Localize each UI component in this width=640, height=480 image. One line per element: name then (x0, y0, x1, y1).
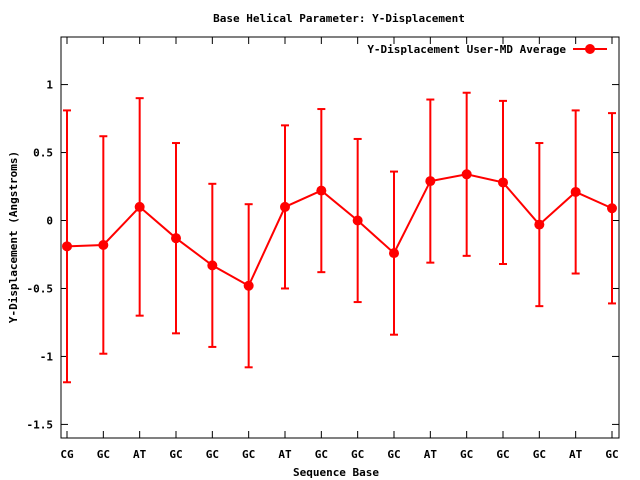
data-point (98, 239, 109, 250)
x-tick-label: CG (60, 448, 74, 461)
x-tick-label: GC (533, 448, 546, 461)
chart-title: Base Helical Parameter: Y-Displacement (213, 12, 465, 25)
y-tick-label: 0.5 (33, 147, 53, 160)
x-tick-label: AT (569, 448, 583, 461)
x-tick-label: AT (424, 448, 438, 461)
data-point (461, 169, 472, 180)
x-tick-label: GC (97, 448, 110, 461)
data-point (570, 186, 581, 197)
x-tick-label: GC (387, 448, 400, 461)
x-tick-label: GC (242, 448, 255, 461)
y-axis-label: Y-Displacement (Angstroms) (7, 151, 20, 323)
x-tick-label: GC (206, 448, 219, 461)
x-axis: CG GC AT GC GC GC AT GC GC GC AT GC GC GC AT GC (60, 37, 619, 461)
data-point (389, 248, 399, 259)
x-tick-label: GC (460, 448, 473, 461)
y-tick-label: 1 (46, 79, 53, 92)
plot-frame (60, 36, 620, 439)
x-tick-label: AT (278, 448, 292, 461)
data-points (62, 169, 617, 291)
data-point (171, 233, 181, 244)
legend-marker (585, 44, 595, 54)
data-point (352, 215, 363, 226)
data-point (316, 185, 327, 196)
data-point (280, 201, 290, 212)
x-tick-label: GC (169, 448, 182, 461)
x-axis-label: Sequence Base (293, 466, 379, 479)
y-tick-label: 0 (46, 215, 53, 228)
data-point (425, 176, 436, 187)
x-tick-label: GC (351, 448, 364, 461)
data-point (62, 241, 72, 252)
x-tick-label: GC (496, 448, 509, 461)
y-tick-label: -1.5 (27, 418, 54, 431)
data-point (134, 201, 145, 212)
legend-label: Y-Displacement User-MD Average (367, 43, 566, 56)
data-point (243, 280, 254, 291)
y-axis: -1.5 -1 -0.5 0 0.5 1 (27, 79, 619, 431)
data-point (607, 203, 617, 214)
y-tick-label: -0.5 (27, 282, 54, 295)
x-tick-label: GC (605, 448, 618, 461)
series-line (66, 173, 613, 288)
data-point (534, 219, 545, 230)
data-point (498, 177, 508, 188)
x-tick-label: AT (133, 448, 147, 461)
data-point (207, 260, 218, 271)
x-tick-label: GC (315, 448, 328, 461)
y-tick-label: -1 (40, 350, 54, 363)
legend: Y-Displacement User-MD Average (367, 43, 607, 56)
error-bars (63, 91, 616, 384)
